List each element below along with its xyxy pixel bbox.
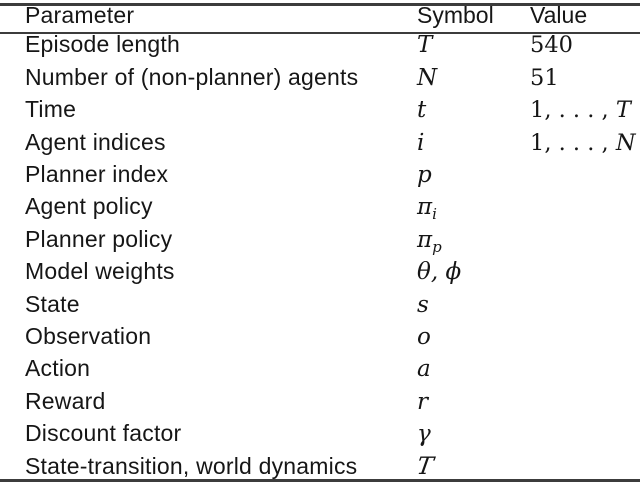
cell-value: 540	[530, 32, 573, 59]
table-header-rule	[0, 31, 640, 35]
table-row: State-transition, world dynamics T	[0, 450, 640, 482]
table-body: Episode length T 540 Number of (non-plan…	[0, 29, 640, 482]
table-row: Planner index p	[0, 158, 640, 190]
table-row: Action a	[0, 353, 640, 385]
table-row: Discount factor γ	[0, 417, 640, 449]
cell-parameter: State-transition, world dynamics	[25, 452, 358, 479]
cell-symbol: T	[414, 452, 530, 481]
cell-symbol: a	[417, 356, 431, 383]
cell-value: 51	[530, 64, 559, 91]
table-bottom-rule	[0, 478, 640, 482]
table-header-row: Parameter Symbol Value	[0, 0, 640, 31]
cell-symbol: o	[417, 324, 431, 350]
cell-parameter: Episode length	[25, 31, 180, 58]
table-row: Agent indices i 1, . . . , N	[0, 126, 640, 158]
table-top-rule	[0, 2, 640, 6]
table-row: Model weights θ, ϕ	[0, 256, 640, 288]
cell-parameter: Number of (non-planner) agents	[25, 63, 359, 90]
table-row: Planner policy πp	[0, 223, 640, 255]
cell-symbol: r	[417, 388, 428, 415]
cell-parameter: Planner index	[25, 161, 169, 188]
cell-symbol: T	[417, 32, 433, 59]
column-header-symbol: Symbol	[417, 2, 494, 28]
table-row: Reward r	[0, 385, 640, 417]
table-row: Time t 1, . . . , T	[0, 94, 640, 126]
cell-parameter: Observation	[25, 323, 152, 349]
cell-symbol: i	[417, 129, 425, 156]
column-header-parameter: Parameter	[25, 2, 135, 28]
cell-parameter: Time	[25, 96, 77, 123]
cell-parameter: Agent policy	[25, 193, 153, 220]
table-row: Number of (non-planner) agents N 51	[0, 61, 640, 93]
cell-value: 1, . . . , N	[530, 129, 636, 156]
cell-parameter: Action	[25, 355, 91, 382]
cell-parameter: Agent indices	[25, 128, 166, 155]
cell-symbol: p	[417, 162, 432, 189]
cell-parameter: Reward	[25, 387, 106, 414]
table-row: State s	[0, 288, 640, 320]
column-header-value: Value	[530, 2, 588, 28]
table-row: Observation o	[0, 320, 640, 352]
cell-symbol: s	[417, 291, 429, 318]
cell-symbol: θ, ϕ	[417, 259, 462, 286]
cell-value: 1, . . . , T	[530, 97, 631, 124]
cell-symbol: γ	[417, 421, 431, 448]
cell-symbol: N	[417, 64, 438, 91]
cell-symbol: πp	[417, 226, 442, 256]
cell-parameter: Discount factor	[25, 420, 182, 447]
calligraphic-t-symbol: T	[414, 452, 436, 481]
table-row: Episode length T 540	[0, 29, 640, 61]
cell-symbol: πi	[417, 194, 437, 224]
cell-parameter: Planner policy	[25, 225, 173, 252]
cell-parameter: State	[25, 290, 80, 317]
cell-symbol: t	[417, 97, 427, 124]
table-row: Agent policy πi	[0, 191, 640, 223]
cell-parameter: Model weights	[25, 258, 175, 285]
